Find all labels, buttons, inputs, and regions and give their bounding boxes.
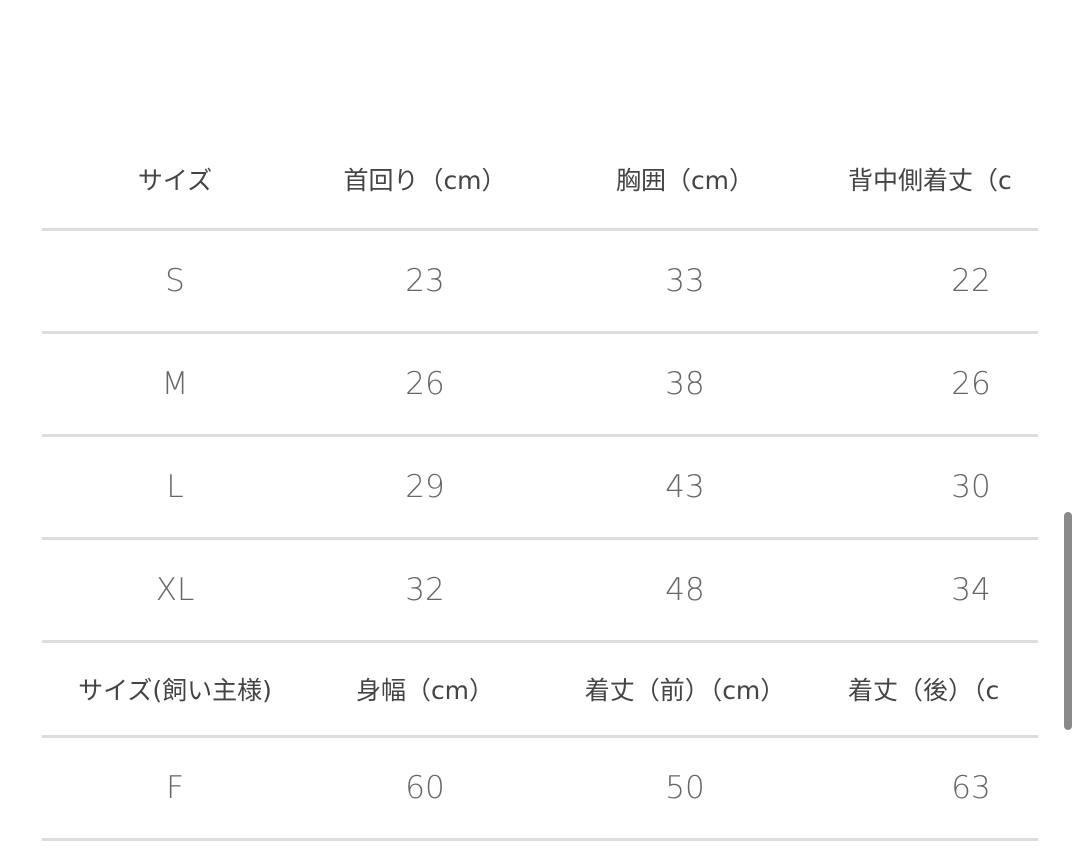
cell: 32 (405, 572, 445, 608)
cell: L (166, 469, 184, 505)
cell: 23 (405, 263, 445, 299)
cell: F (166, 770, 184, 806)
header-cell: サイズ (137, 166, 213, 195)
header-cell: 着丈（前）（cm） (584, 676, 786, 705)
cell: 26 (951, 366, 991, 402)
cell: XL (155, 572, 195, 608)
cell: 22 (951, 263, 991, 299)
scrollbar-thumb[interactable] (1064, 512, 1072, 730)
header-cell: 身幅（cm） (355, 676, 495, 705)
table-row: F 60 50 63 (42, 738, 1038, 841)
cell: 34 (951, 572, 991, 608)
table-header: サイズ 首回り（cm） 胸囲（cm） 背中側着丈（c (42, 130, 1038, 231)
table-header: サイズ(飼い主様) 身幅（cm） 着丈（前）（cm） 着丈（後）（c (42, 643, 1038, 738)
table-row: XL 32 48 34 (42, 540, 1038, 643)
cell: 60 (405, 770, 445, 806)
table-row: M 26 38 26 (42, 334, 1038, 437)
cell: 30 (951, 469, 991, 505)
cell: 33 (665, 263, 705, 299)
cell: 48 (665, 572, 705, 608)
header-cell: サイズ(飼い主様) (78, 676, 272, 705)
table-row: S 23 33 22 (42, 231, 1038, 334)
cell: 38 (665, 366, 705, 402)
cell: 63 (951, 770, 991, 806)
header-cell: 着丈（後）（c (848, 676, 1000, 705)
cell: M (161, 366, 189, 402)
header-cell: 首回り（cm） (343, 166, 507, 195)
cell: 43 (665, 469, 705, 505)
header-cell: 胸囲（cm） (615, 166, 755, 195)
cell: 50 (665, 770, 705, 806)
size-table: サイズ 首回り（cm） 胸囲（cm） 背中側着丈（c S 23 33 22 M … (42, 130, 1038, 841)
header-cell: 背中側着丈（c (848, 166, 1012, 195)
cell: S (165, 263, 185, 299)
cell: 29 (405, 469, 445, 505)
cell: 26 (405, 366, 445, 402)
table-row: L 29 43 30 (42, 437, 1038, 540)
